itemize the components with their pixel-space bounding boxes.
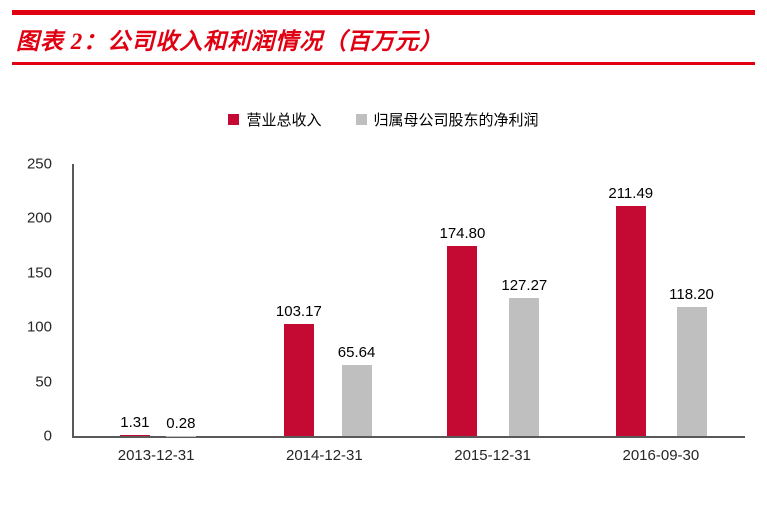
bar-value-label: 118.20 — [669, 286, 714, 304]
bar — [615, 205, 646, 436]
bar-value-label: 127.27 — [501, 276, 548, 294]
x-tick-2014: 2014-12-31 — [286, 447, 363, 464]
legend-label-netprofit: 归属母公司股东的净利润 — [373, 112, 539, 129]
bar-wrap: 103.17 — [276, 164, 322, 436]
bar-wrap: 118.20 — [669, 164, 714, 436]
bar-chart: 250 200 150 100 50 0 1.31 0.28 103.17 65.64… — [27, 156, 745, 464]
bar — [283, 323, 314, 436]
bar-group: 1.31 0.28 — [74, 164, 242, 436]
x-tick-2015: 2015-12-31 — [454, 447, 531, 464]
bar — [119, 434, 150, 436]
bar-value-label: 1.31 — [120, 413, 150, 431]
y-axis: 250 200 150 100 50 0 — [6, 156, 58, 445]
bar-group: 174.80 127.27 — [410, 164, 578, 436]
bar-value-label: 65.64 — [337, 343, 376, 361]
bar — [509, 297, 540, 436]
y-tick-50: 50 — [35, 373, 52, 391]
y-tick-150: 150 — [26, 264, 52, 282]
plot-area: 1.31 0.28 103.17 65.64 174.80 127.27 211.49 118… — [72, 164, 745, 438]
legend-swatch-gray — [355, 114, 367, 125]
bar-wrap: 174.80 — [439, 164, 485, 436]
x-tick-2016: 2016-09-30 — [622, 447, 700, 464]
bar-group: 211.49 118.20 — [577, 164, 745, 436]
legend-swatch-red — [228, 114, 240, 125]
legend-label-revenue: 营业总收入 — [246, 112, 322, 129]
legend: 营业总收入 归属母公司股东的净利润 — [0, 109, 767, 130]
y-tick-200: 200 — [26, 209, 52, 227]
bar — [447, 245, 478, 436]
x-tick-2013: 2013-12-31 — [117, 447, 195, 464]
y-tick-250: 250 — [26, 155, 52, 173]
bar-wrap: 1.31 — [119, 164, 150, 436]
y-tick-0: 0 — [43, 427, 52, 445]
bar-group: 103.17 65.64 — [242, 164, 410, 436]
y-tick-100: 100 — [26, 318, 52, 336]
x-axis: 2013-12-31 2014-12-31 2015-12-31 2016-09… — [72, 447, 745, 464]
legend-item-netprofit: 归属母公司股东的净利润 — [355, 109, 539, 130]
bar-wrap: 211.49 — [608, 164, 653, 436]
bar — [341, 364, 372, 436]
bar-value-label: 103.17 — [275, 302, 322, 320]
bar — [165, 435, 196, 436]
bar-wrap: 127.27 — [501, 164, 547, 436]
chart-title: 图表 2：公司收入和利润情况（百万元） — [16, 29, 444, 54]
bar-wrap: 0.28 — [165, 164, 196, 436]
top-rule — [12, 10, 755, 15]
bar-value-label: 0.28 — [166, 414, 196, 432]
bar — [676, 307, 707, 436]
bar-value-label: 174.80 — [439, 224, 486, 242]
title-underline — [12, 62, 755, 65]
bar-wrap: 65.64 — [337, 164, 376, 436]
bar-value-label: 211.49 — [608, 184, 654, 202]
legend-item-revenue: 营业总收入 — [228, 109, 322, 130]
